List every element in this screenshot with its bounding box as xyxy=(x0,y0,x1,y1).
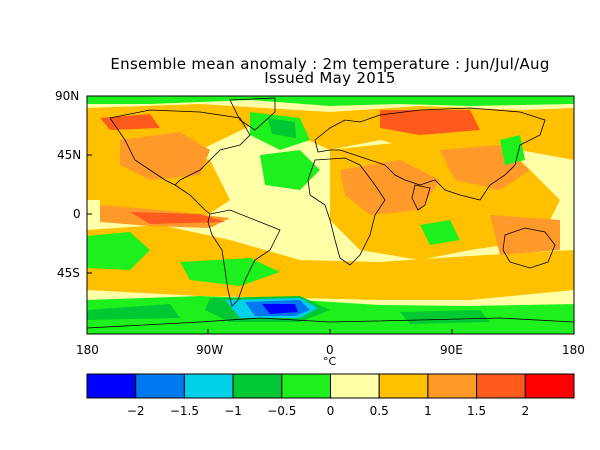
colorbar-tick-label: 1.5 xyxy=(467,404,487,418)
north-america-outline xyxy=(109,109,251,186)
map-title: Ensemble mean anomaly : 2m temperature :… xyxy=(110,55,550,73)
colorbar-bin xyxy=(86,373,137,399)
unit-label: °C xyxy=(323,355,337,368)
cool-anomaly-regions xyxy=(87,96,574,334)
india-outline xyxy=(411,184,431,211)
colorbar-bin xyxy=(476,373,526,399)
africa-outline xyxy=(307,157,386,266)
colorbar-bin xyxy=(330,373,380,399)
colorbar-bin xyxy=(427,373,478,399)
colorbar-tick-label: 0 xyxy=(326,404,335,418)
colorbar-tick-label: −0.5 xyxy=(267,404,297,418)
lon-label-90w: 90W xyxy=(196,343,224,357)
antarctica-outline xyxy=(86,317,575,329)
australia-outline xyxy=(502,227,556,269)
colorbar-bin xyxy=(281,373,331,399)
colorbar-bin xyxy=(378,373,429,399)
colorbar-bin xyxy=(232,373,283,399)
colorbar-bin xyxy=(183,373,234,399)
colorbar-tick-label: 1 xyxy=(424,404,432,418)
lon-label-180e: 180 xyxy=(562,343,585,357)
lon-label-180w: 180 xyxy=(76,343,99,357)
lon-label-0: 0 xyxy=(326,343,334,357)
lat-label-45s: 45S xyxy=(57,266,80,280)
lat-label-45n: 45N xyxy=(57,148,82,162)
lat-label-90n: 90N xyxy=(55,89,80,103)
greenland-outline xyxy=(229,97,276,131)
lat-label-0: 0 xyxy=(73,207,81,221)
colorbar-tick-label: 2 xyxy=(521,404,530,418)
colorbar-bin xyxy=(524,373,575,399)
south-america-outline xyxy=(207,209,281,307)
colorbar-tick-label: 0.5 xyxy=(369,404,389,418)
europe-asia-outline xyxy=(314,107,546,201)
axis-ticks xyxy=(87,95,453,334)
colorbar-bin xyxy=(135,373,185,399)
colorbar-tick-label: −2 xyxy=(126,404,145,418)
colorbar-tick-label: −1.5 xyxy=(169,404,199,418)
continent-outlines xyxy=(86,97,575,329)
lon-label-90e: 90E xyxy=(440,343,463,357)
colorbar-tick-label: −1 xyxy=(224,404,242,418)
map-subtitle: Issued May 2015 xyxy=(264,69,396,87)
central-america-outline xyxy=(174,184,211,215)
